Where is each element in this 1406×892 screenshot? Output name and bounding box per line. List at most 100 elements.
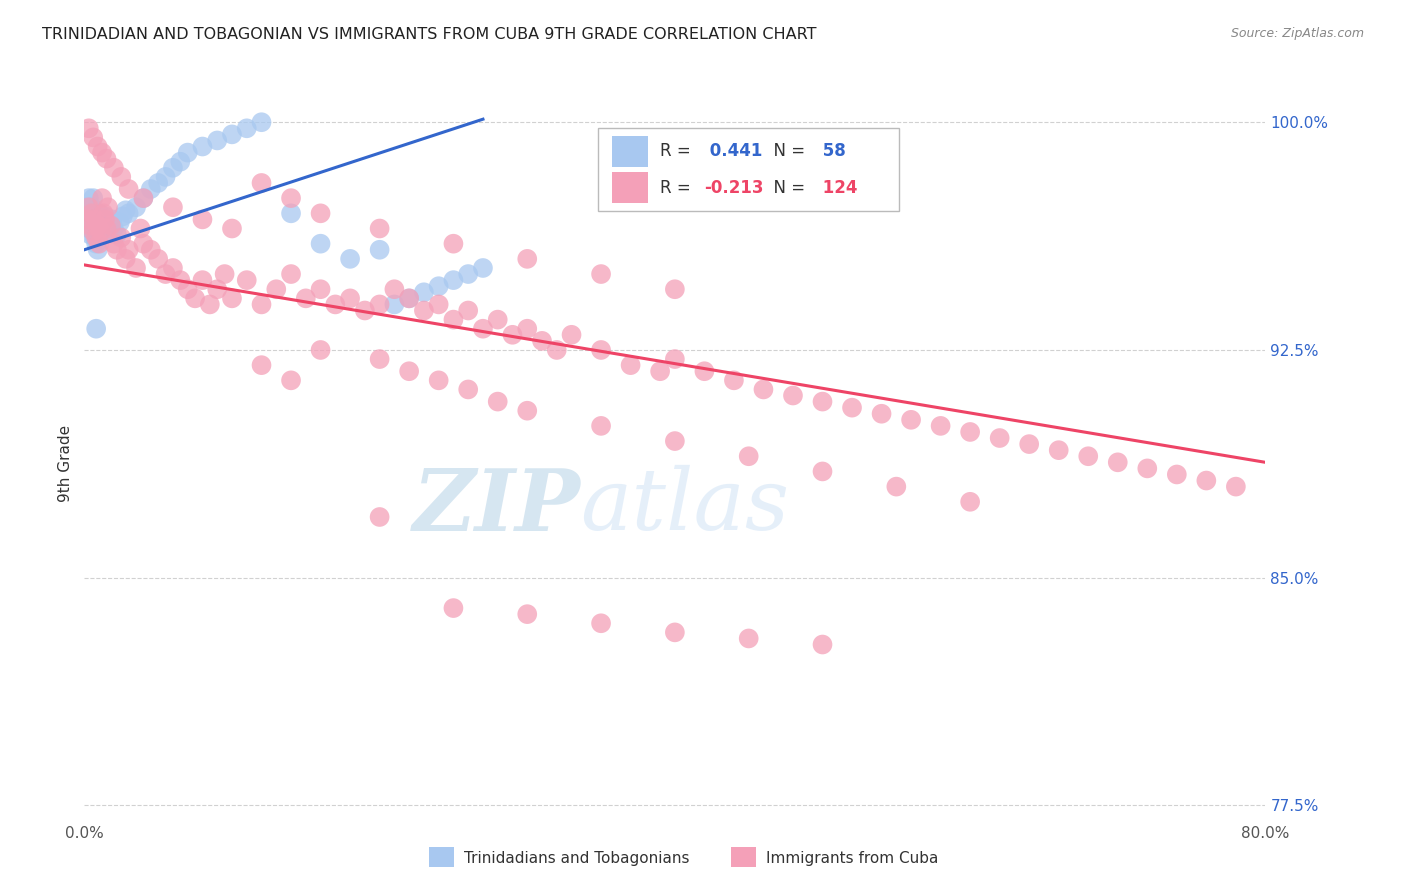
Point xyxy=(139,243,162,257)
Point xyxy=(162,200,184,214)
Point xyxy=(546,343,568,357)
Point xyxy=(97,200,120,214)
Point xyxy=(441,601,464,615)
Point xyxy=(90,225,112,239)
Point xyxy=(516,403,538,417)
Point xyxy=(398,291,420,305)
Text: Immigrants from Cuba: Immigrants from Cuba xyxy=(766,851,939,865)
Point xyxy=(560,327,583,342)
Point xyxy=(162,161,184,175)
Text: Source: ZipAtlas.com: Source: ZipAtlas.com xyxy=(1230,27,1364,40)
Point xyxy=(250,358,273,372)
Point xyxy=(94,210,117,224)
Point xyxy=(929,418,952,433)
Point xyxy=(427,373,450,387)
Point xyxy=(84,230,107,244)
Point xyxy=(82,191,104,205)
Point xyxy=(86,225,108,239)
Point xyxy=(75,200,97,214)
Point xyxy=(250,115,273,129)
Point xyxy=(693,364,716,378)
Point xyxy=(101,212,124,227)
Point xyxy=(591,616,613,631)
Point xyxy=(86,219,108,233)
Point xyxy=(988,431,1011,445)
Point xyxy=(91,191,114,205)
Point xyxy=(457,383,479,397)
Point xyxy=(900,413,922,427)
Point xyxy=(148,252,170,266)
Point xyxy=(752,383,775,397)
Point xyxy=(77,121,100,136)
Point xyxy=(110,169,132,184)
Point xyxy=(664,282,686,296)
Point xyxy=(125,260,148,275)
Point xyxy=(79,227,101,242)
Point xyxy=(280,206,302,220)
Point xyxy=(205,133,228,147)
Point xyxy=(89,230,111,244)
Point xyxy=(77,191,100,205)
FancyBboxPatch shape xyxy=(598,128,900,211)
Text: 0.441: 0.441 xyxy=(704,143,763,161)
Point xyxy=(214,267,236,281)
Point xyxy=(782,388,804,402)
Point xyxy=(100,219,122,233)
Point xyxy=(89,236,111,251)
Point xyxy=(86,139,108,153)
Point xyxy=(1047,443,1070,458)
Point xyxy=(236,121,259,136)
Point xyxy=(811,394,834,409)
Point xyxy=(129,221,152,235)
Point xyxy=(309,343,332,357)
Point xyxy=(870,407,893,421)
Point xyxy=(264,282,288,296)
Point xyxy=(169,273,191,287)
Point xyxy=(82,210,104,224)
Point xyxy=(155,267,177,281)
Point xyxy=(516,322,538,336)
Point xyxy=(236,273,259,287)
Point xyxy=(368,510,391,524)
Point xyxy=(959,425,981,439)
Point xyxy=(184,291,207,305)
Point xyxy=(221,221,243,235)
Point xyxy=(91,221,114,235)
Point xyxy=(118,243,141,257)
Point xyxy=(100,219,122,233)
Point xyxy=(250,297,273,311)
Point xyxy=(280,191,302,205)
Text: -0.213: -0.213 xyxy=(704,178,763,196)
Point xyxy=(368,221,391,235)
Point xyxy=(177,282,200,296)
Point xyxy=(1136,461,1159,475)
Point xyxy=(501,327,523,342)
Point xyxy=(250,176,273,190)
Point xyxy=(125,200,148,214)
Point xyxy=(105,243,128,257)
Text: atlas: atlas xyxy=(581,466,790,548)
Point xyxy=(86,243,108,257)
Point xyxy=(103,161,125,175)
Point xyxy=(93,215,115,229)
Point xyxy=(339,291,361,305)
Point xyxy=(664,352,686,367)
Point xyxy=(90,227,112,242)
Text: TRINIDADIAN AND TOBAGONIAN VS IMMIGRANTS FROM CUBA 9TH GRADE CORRELATION CHART: TRINIDADIAN AND TOBAGONIAN VS IMMIGRANTS… xyxy=(42,27,817,42)
Point xyxy=(382,282,406,296)
Point xyxy=(398,364,420,378)
Point xyxy=(77,200,100,214)
Point xyxy=(76,212,98,227)
Point xyxy=(648,364,672,378)
Point xyxy=(191,273,214,287)
Point xyxy=(1166,467,1188,482)
Point xyxy=(96,152,118,166)
Point xyxy=(457,267,479,281)
Point xyxy=(221,128,243,142)
Point xyxy=(472,322,495,336)
Point xyxy=(368,352,391,367)
Point xyxy=(441,312,464,326)
Point xyxy=(280,267,302,281)
Point xyxy=(619,358,641,372)
Point xyxy=(591,343,613,357)
